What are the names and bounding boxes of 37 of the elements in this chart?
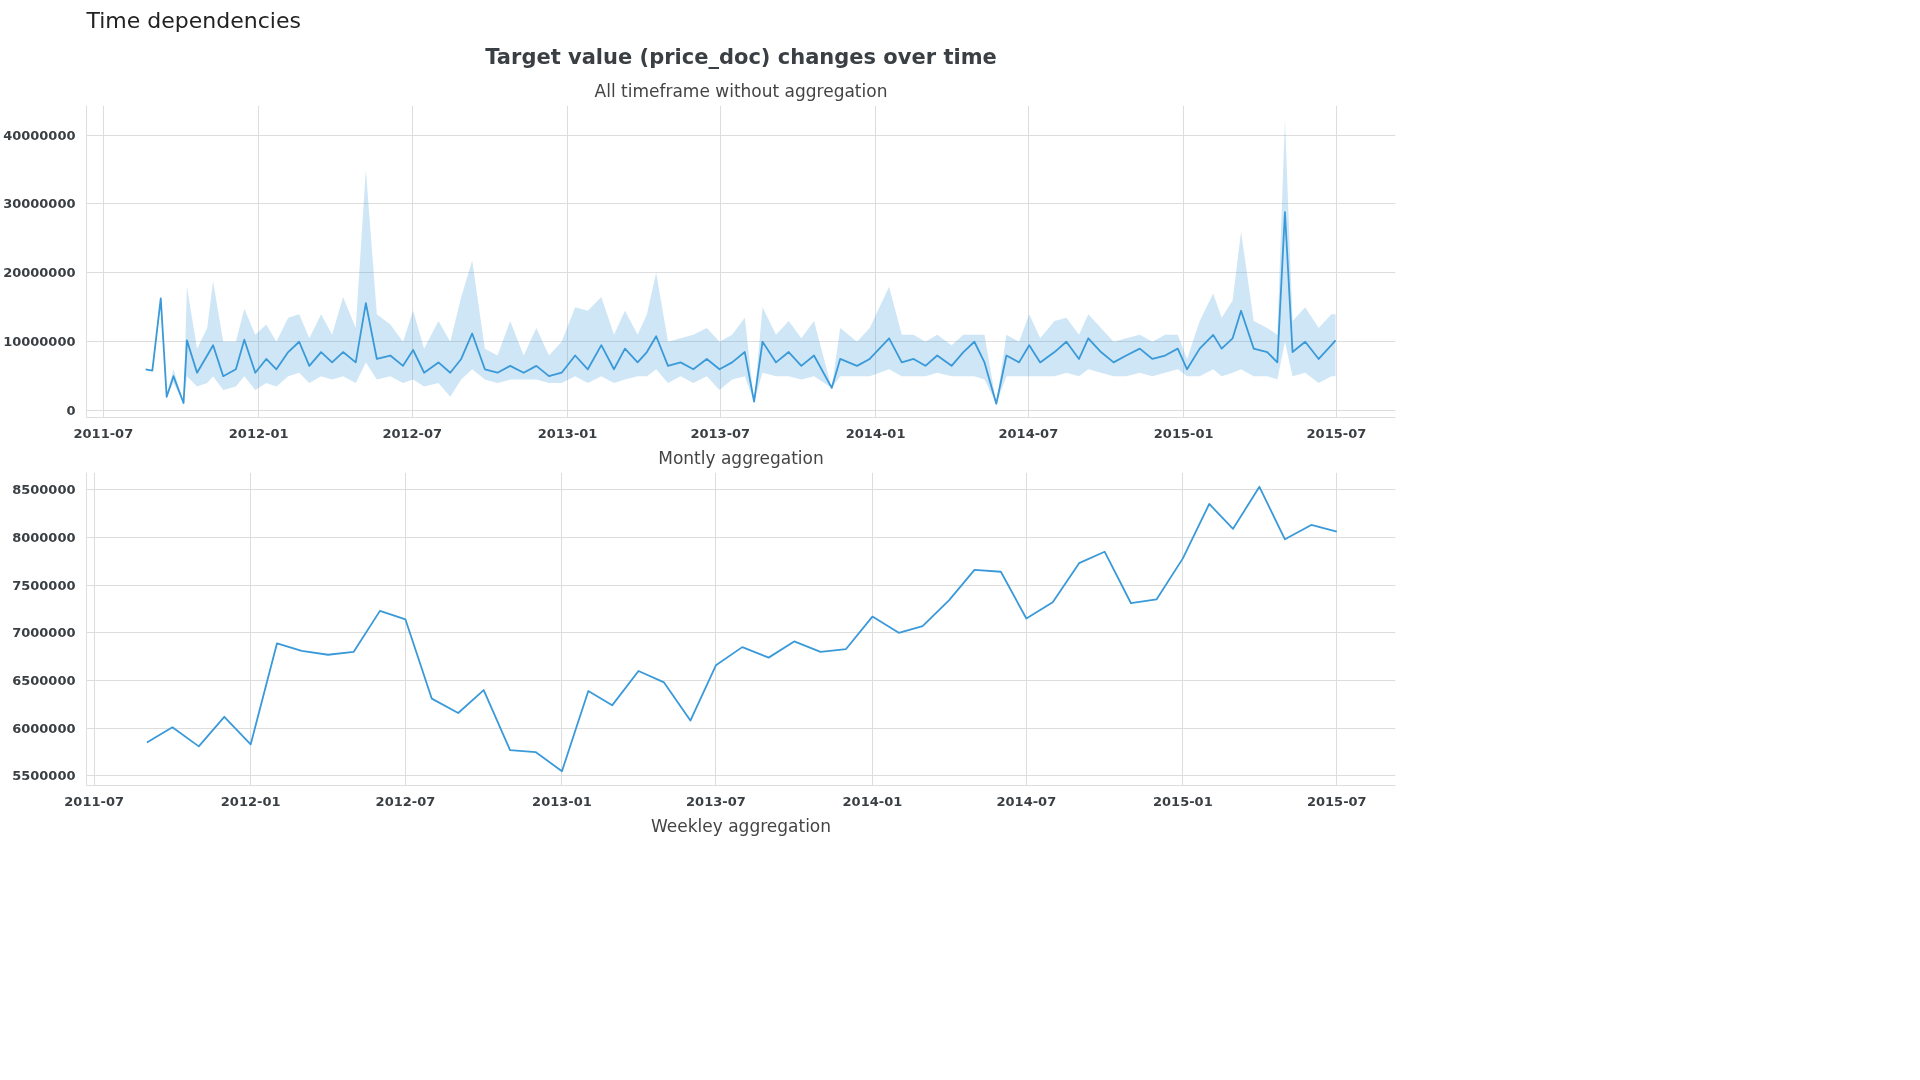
y-tick-label: 6000000 [12,720,76,736]
x-tick-label: 2014-07 [996,793,1057,809]
y-tick-label: 0 [66,403,76,419]
y-tick-label: 20000000 [3,265,76,281]
x-tick-label: 2012-07 [382,425,443,441]
line-series [145,485,1338,773]
y-tick-label: 40000000 [3,127,76,143]
x-tick-label: 2015-07 [1306,793,1367,809]
x-tick-label: 2013-01 [537,425,598,441]
x-tick-label: 2012-01 [220,793,281,809]
x-tick-label: 2015-07 [1306,425,1367,441]
x-tick-label: 2011-07 [64,793,124,809]
x-tick-label: 2013-07 [690,425,751,441]
y-tick-label: 8000000 [12,529,76,545]
x-tick-label: 2011-07 [73,425,134,441]
x-tick-label: 2014-01 [842,793,903,809]
text: Weekley aggregation [650,815,832,836]
chart-subtitle: All timeframe without aggregation [594,80,888,101]
x-tick-label: 2014-01 [845,425,906,441]
chart-subtitle: Montly aggregation [658,447,824,468]
y-tick-label: 6500000 [12,673,76,689]
y-tick-label: 30000000 [3,196,76,212]
x-tick-label: 2012-01 [228,425,289,441]
y-tick-label: 8500000 [12,482,76,498]
text: Time dependencies [85,7,301,33]
x-tick-label: 2014-07 [998,425,1059,441]
x-tick-label: 2013-07 [686,793,746,809]
x-tick-label: 2015-01 [1153,425,1214,441]
y-tick-label: 10000000 [3,334,76,350]
y-tick-label: 5500000 [12,768,76,784]
x-tick-label: 2013-01 [532,793,592,809]
line-series [144,211,1337,405]
x-tick-label: 2012-07 [375,793,436,809]
chart-title: Target value (price_doc) changes over time [485,44,997,69]
y-tick-label: 7000000 [12,625,76,641]
y-tick-label: 7500000 [12,577,76,593]
x-tick-label: 2015-01 [1153,793,1213,809]
